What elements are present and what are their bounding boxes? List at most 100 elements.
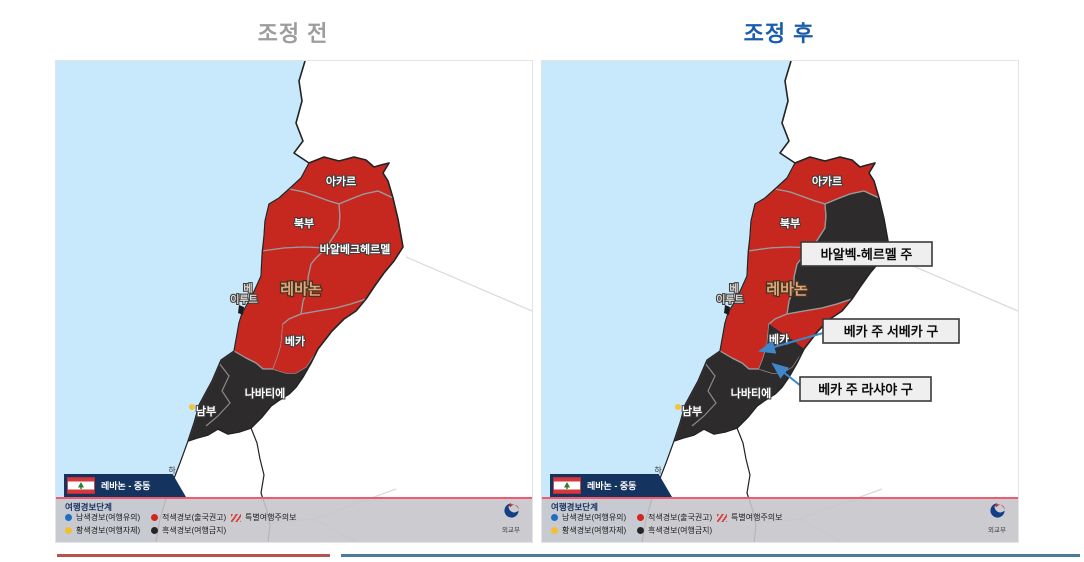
map-labels: 아카르 북부 레바논 베 이루트 베카 나바티에 남부 하 — [654, 173, 843, 475]
mofa-label: 외교부 — [502, 527, 520, 534]
red-dot-icon — [151, 514, 158, 521]
nabatieh-south-inner-border — [205, 362, 231, 427]
syria-border-north — [779, 61, 796, 164]
label-baalbek-hermel: 바알베크헤르멜 — [320, 242, 391, 256]
lebanon-flag — [553, 477, 581, 494]
legend-title: 여행경보단계 — [551, 502, 598, 512]
legend-item-black: 흑색경보(여행금지) — [637, 525, 717, 536]
label-beirut-2: 이루트 — [230, 293, 258, 306]
title-after: 조정 후 — [743, 21, 815, 46]
legend-item-black: 흑색경보(여행금지) — [151, 525, 231, 536]
label-south: 남부 — [196, 405, 216, 418]
red-dot-icon — [637, 514, 644, 521]
legend-item-special: 특별여행주의보 — [717, 512, 783, 523]
map-after: 아카르 북부 레바논 베 이루트 베카 나바티에 남부 하 — [541, 60, 1019, 543]
syria-border-north — [293, 61, 310, 164]
legend-bar: 여행경보단계 남색경보(여행유의) 적색경보(출국권고) 특별여행주의보 — [56, 497, 532, 542]
arrow-west-bekaa — [758, 332, 824, 354]
label-lebanon: 레바논 — [280, 280, 322, 298]
label-nabatieh: 나바티에 — [245, 386, 285, 400]
legend-label: 남색경보(여행유의) — [562, 513, 627, 522]
callout-baalbek-hermel-label: 바알벡-헤르멜 주 — [821, 247, 913, 262]
stripes-icon — [717, 513, 727, 522]
blue-dot-icon — [551, 514, 558, 521]
mofa-logo: 외교부 — [982, 502, 1012, 534]
label-ha: 하 — [654, 465, 662, 475]
label-bekaa: 베카 — [285, 334, 305, 348]
label-beirut-2: 이루트 — [716, 293, 744, 306]
mofa-symbol-icon — [503, 503, 519, 518]
label-ha: 하 — [168, 465, 176, 475]
label-lebanon: 레바논 — [766, 280, 808, 298]
beirut-city-marker — [724, 305, 730, 315]
lebanon-map-after: 아카르 북부 레바논 베 이루트 베카 나바티에 남부 하 — [542, 61, 1018, 542]
arrow-rachaya — [771, 362, 802, 387]
label-beirut-1: 베 — [729, 282, 738, 295]
legend-item-yellow: 황색경보(여행자제) — [551, 525, 637, 536]
callout-rachaya: 베카 주 라샤야 구 — [799, 376, 932, 402]
region-bekaa-south-overlay — [273, 324, 318, 373]
black-dot-icon — [637, 527, 644, 534]
callout-west-bekaa-label: 베카 주 서베카 구 — [844, 324, 939, 339]
beirut-city-marker — [238, 305, 244, 315]
sea — [542, 61, 795, 542]
label-south: 남부 — [682, 405, 702, 418]
legend-item-special: 특별여행주의보 — [231, 512, 297, 523]
legend-title: 여행경보단계 — [65, 502, 112, 512]
legend-label: 적색경보(출국권고) — [648, 513, 713, 522]
yellow-dot-icon — [551, 527, 558, 534]
lebanon-outline — [187, 156, 404, 442]
sea — [56, 61, 309, 542]
legend-item-blue: 남색경보(여행유의) — [551, 512, 637, 523]
blue-dot-icon — [65, 514, 72, 521]
country-borders — [155, 61, 404, 542]
legend-item-red: 적색경보(출국권고) — [637, 512, 717, 523]
legend-item-blue: 남색경보(여행유의) — [65, 512, 151, 523]
legend-item-red: 적색경보(출국권고) — [151, 512, 231, 523]
banner-label: 레바논 - 중동 — [101, 481, 151, 491]
coastline — [155, 162, 310, 542]
legend-label: 남색경보(여행유의) — [76, 513, 141, 522]
callout-baalbek-hermel: 바알벡-헤르멜 주 — [800, 241, 933, 267]
region-bekaa-south-overlay — [759, 324, 804, 373]
legend-label: 적색경보(출국권고) — [162, 513, 227, 522]
country-banner: 레바논 - 중동 — [64, 474, 186, 497]
bottom-rule-blue — [341, 554, 1080, 557]
lebanon-flag — [67, 477, 95, 494]
legend-label: 황색경보(여행자제) — [562, 526, 627, 535]
legend-label: 흑색경보(여행금지) — [162, 526, 227, 535]
lebanon-map-before: 아카르 북부 바알베크헤르멜 레바논 베 이루트 베카 나바티에 남부 하 — [56, 61, 532, 542]
legend-row-2: 황색경보(여행자제) 흑색경보(여행금지) — [65, 525, 231, 536]
legend-row-1: 남색경보(여행유의) 적색경보(출국권고) 특별여행주의보 — [65, 512, 297, 523]
banner-label: 레바논 - 중동 — [587, 481, 637, 491]
stripes-icon — [231, 513, 241, 522]
legend-label: 특별여행주의보 — [731, 513, 783, 522]
coastline — [641, 162, 796, 542]
callouts: 바알벡-헤르멜 주 베카 주 서베카 구 베카 주 라샤야 구 — [758, 241, 960, 402]
country-banner: 레바논 - 중동 — [550, 474, 672, 497]
label-akkar: 아카르 — [812, 174, 842, 188]
title-before: 조정 전 — [257, 21, 329, 46]
mofa-label: 외교부 — [988, 527, 1006, 534]
label-north: 북부 — [780, 216, 800, 230]
label-akkar: 아카르 — [326, 174, 356, 188]
legend-item-yellow: 황색경보(여행자제) — [65, 525, 151, 536]
legend-label: 흑색경보(여행금지) — [648, 526, 713, 535]
label-beirut-1: 베 — [243, 282, 252, 295]
map-before: 아카르 북부 바알베크헤르멜 레바논 베 이루트 베카 나바티에 남부 하 레바… — [55, 60, 533, 543]
legend-bar: 여행경보단계 남색경보(여행유의) 적색경보(출국권고) 특별여행주의보 — [542, 497, 1018, 542]
legend-row-2: 황색경보(여행자제) 흑색경보(여행금지) — [551, 525, 717, 536]
label-nabatieh: 나바티에 — [731, 386, 771, 400]
label-north: 북부 — [294, 216, 314, 230]
legend-label: 특별여행주의보 — [245, 513, 297, 522]
south-city-marker — [675, 404, 681, 410]
south-city-marker — [189, 404, 195, 410]
bottom-rule-red — [57, 554, 330, 557]
country-borders — [641, 61, 890, 542]
black-dot-icon — [151, 527, 158, 534]
legend-row-1: 남색경보(여행유의) 적색경보(출국권고) 특별여행주의보 — [551, 512, 783, 523]
mofa-symbol-icon — [989, 503, 1005, 518]
map-labels: 아카르 북부 바알베크헤르멜 레바논 베 이루트 베카 나바티에 남부 하 — [168, 173, 391, 475]
nabatieh-south-inner-border — [691, 362, 717, 427]
